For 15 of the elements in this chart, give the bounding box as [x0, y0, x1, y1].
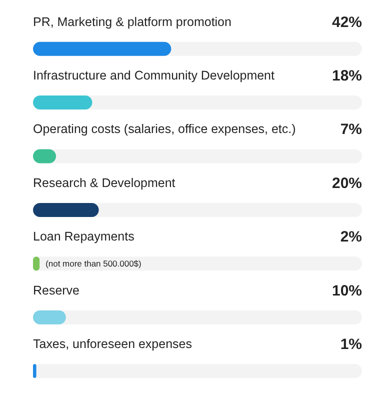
data-label: 7% — [340, 121, 362, 138]
annotation: (not more than 500.000$) — [46, 258, 142, 269]
y-tick-label: Infrastructure and Community Development — [33, 68, 276, 83]
y-tick-label: Loan Repayments — [33, 230, 134, 244]
y-tick-label: Research & Development — [33, 176, 176, 190]
y-tick-label: Taxes, unforeseen expenses — [33, 337, 192, 352]
data-label: 10% — [332, 282, 362, 300]
data-label: 20% — [332, 174, 362, 192]
data-label: 1% — [340, 336, 362, 354]
data-label: 42% — [332, 14, 362, 31]
data-label: 2% — [340, 228, 362, 246]
y-tick-label: Reserve — [33, 283, 80, 298]
data-label: 18% — [332, 68, 362, 85]
y-tick-label: PR, Marketing & platform promotion — [33, 14, 232, 29]
y-tick-label: Operating costs (salaries, office expenses, etc.) — [33, 122, 296, 136]
